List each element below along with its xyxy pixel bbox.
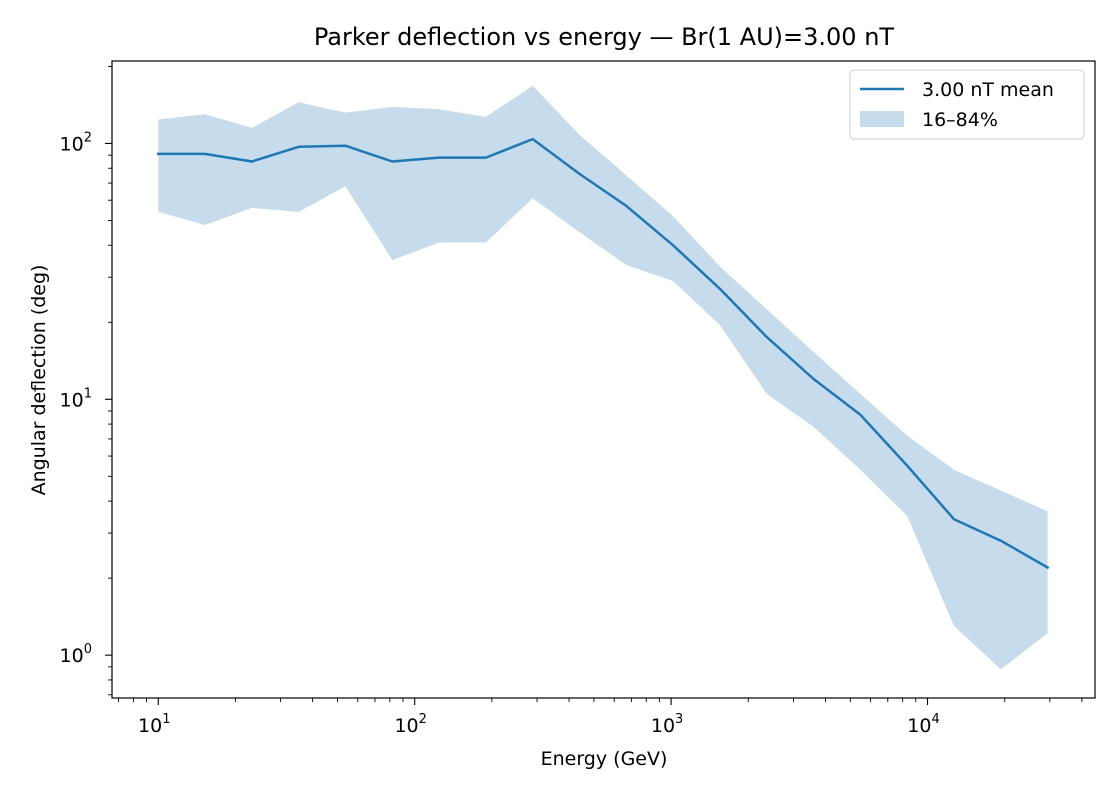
legend: 3.00 nT mean 16–84% (849, 69, 1085, 140)
chart-title: Parker deflection vs energy — Br(1 AU)=3… (314, 23, 895, 51)
y-axis-label: Angular deflection (deg) (28, 265, 50, 496)
axes-frame (111, 60, 1096, 699)
legend-band-label: 16–84% (922, 109, 998, 131)
legend-box (849, 69, 1085, 140)
percentile-band (158, 85, 1048, 670)
legend-band-swatch (860, 111, 904, 127)
legend-mean-label: 3.00 nT mean (922, 79, 1054, 101)
plot-area (157, 85, 1050, 670)
series-line-0 (157, 137, 1050, 570)
x-axis-label: Energy (GeV) (541, 748, 668, 770)
